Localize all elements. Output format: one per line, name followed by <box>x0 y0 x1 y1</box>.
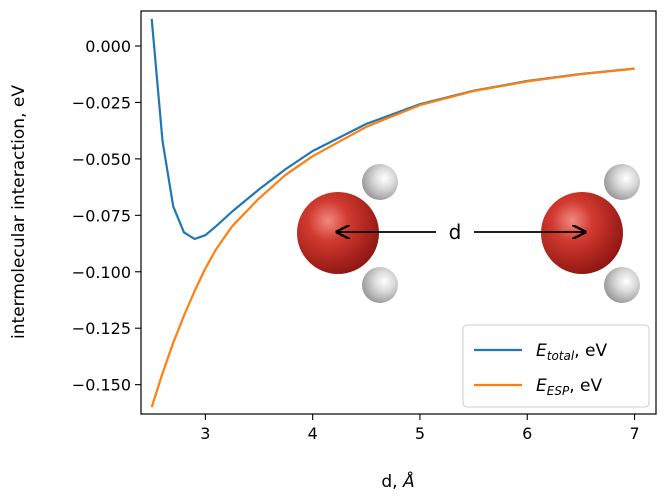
y-tick-label: −0.150 <box>72 376 131 395</box>
legend-esp-unit: , eV <box>569 376 602 396</box>
legend-esp-symbol: E <box>536 376 547 396</box>
x-axis-label: d, Å <box>381 470 414 492</box>
axes-border <box>140 10 657 415</box>
y-axis-label: intermolecular interaction, eV <box>9 85 29 339</box>
legend-entry-total: Etotal, eV <box>536 341 607 363</box>
legend: Etotal, eV EESP, eV <box>462 324 650 408</box>
x-axis-label-text: d, <box>381 472 403 492</box>
x-axis: 3 4 5 6 7 <box>200 414 640 443</box>
y-tick-label: −0.050 <box>72 150 131 169</box>
y-tick-label: −0.075 <box>72 206 131 225</box>
legend-entry-esp: EESP, eV <box>536 376 602 398</box>
legend-total-symbol: E <box>536 341 547 361</box>
legend-box <box>462 324 650 408</box>
oxygen-atom <box>297 192 379 274</box>
y-tick-label: −0.125 <box>72 319 131 338</box>
molecule-inset: d <box>297 164 640 303</box>
hydrogen-atom <box>362 267 398 303</box>
hydrogen-atom <box>362 164 398 200</box>
hydrogen-atom <box>604 267 640 303</box>
oxygen-atom <box>541 192 623 274</box>
x-axis-label-unit: Å <box>402 470 415 492</box>
y-tick-label: 0.000 <box>85 37 131 56</box>
x-tick-label: 7 <box>629 424 639 443</box>
x-tick-label: 6 <box>522 424 532 443</box>
legend-esp-subscript: ESP <box>547 384 570 398</box>
x-tick-label: 4 <box>308 424 318 443</box>
y-axis: 0.000 −0.025 −0.050 −0.075 −0.100 −0.125 −0.15… <box>72 37 141 395</box>
series-line-esp <box>150 67 635 408</box>
series-layer <box>150 18 635 408</box>
y-tick-label: −0.025 <box>72 93 131 112</box>
x-tick-label: 5 <box>415 424 425 443</box>
x-tick-label: 3 <box>200 424 210 443</box>
y-tick-label: −0.100 <box>72 263 131 282</box>
legend-total-subscript: total <box>547 349 575 363</box>
hydrogen-atom <box>604 164 640 200</box>
legend-total-unit: , eV <box>574 341 607 361</box>
distance-label: d <box>449 220 462 244</box>
